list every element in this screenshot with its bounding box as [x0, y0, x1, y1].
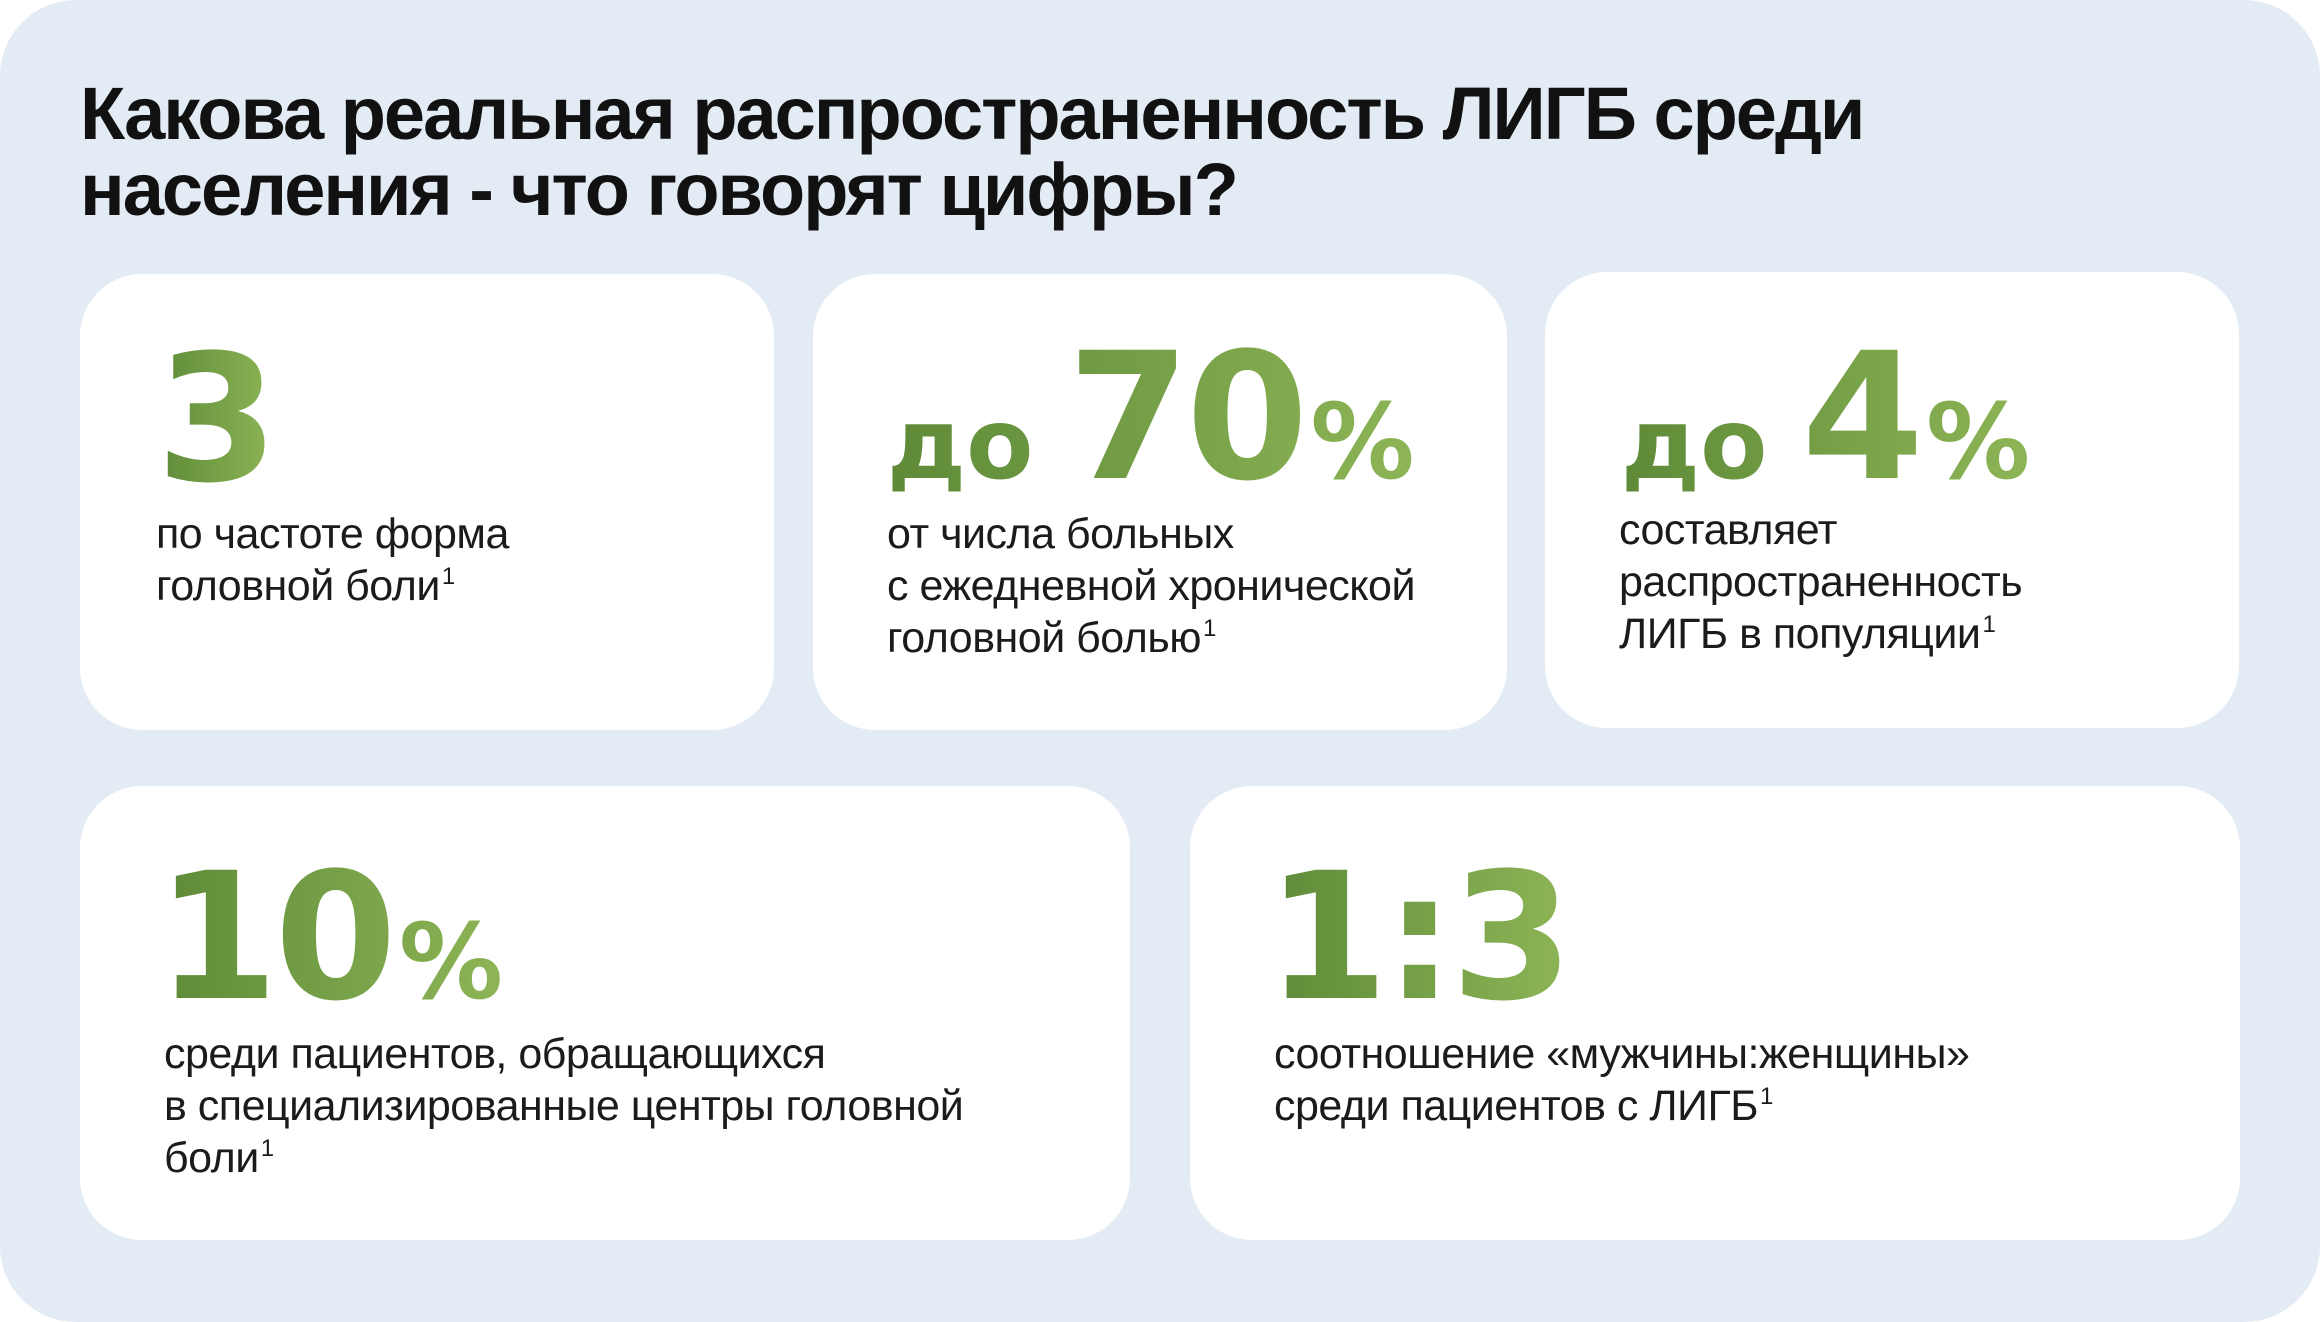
description-line: составляет: [1619, 506, 1837, 554]
description-line: головной болью1: [887, 614, 1216, 662]
stat-value: 10%: [156, 850, 503, 1026]
stat-description: среди пациентов, обращающихся в специали…: [164, 1028, 964, 1184]
stat-description: составляет распространенность ЛИГБ в поп…: [1619, 504, 2023, 660]
description-line: соотношение «мужчины:женщины»: [1274, 1030, 1970, 1078]
footnote-marker: 1: [260, 1135, 274, 1162]
stat-number: 1:3: [1266, 835, 1570, 1040]
stat-value: до 70%: [887, 330, 1415, 506]
description-line: среди пациентов, обращающихся: [164, 1030, 826, 1078]
stat-card-centers: 10% среди пациентов, обращающихся в спец…: [80, 786, 1130, 1240]
stat-number: 10: [156, 835, 393, 1040]
stat-card-ratio: 1:3 соотношение «мужчины:женщины» среди …: [1190, 786, 2240, 1240]
stat-value: до 4%: [1621, 330, 2030, 506]
stat-card-chronic: до 70% от числа больных с ежедневной хрон…: [813, 274, 1507, 730]
page-title: Какова реальная распространенность ЛИГБ …: [80, 76, 2080, 228]
description-line: среди пациентов с ЛИГБ1: [1274, 1082, 1773, 1130]
description-line: распространенность: [1619, 558, 2023, 606]
description-line: ЛИГБ в популяции1: [1619, 610, 1996, 658]
stat-card-population: до 4% составляет распространенность ЛИГБ …: [1545, 272, 2239, 728]
footnote-marker: 1: [1203, 615, 1216, 642]
stat-description: по частоте форма головной боли1: [156, 508, 509, 612]
title-line-1: Какова реальная распространенность ЛИГБ …: [80, 72, 1865, 155]
description-line: боли1: [164, 1134, 274, 1182]
description-line: с ежедневной хронической: [887, 562, 1415, 610]
title-line-2: населения - что говорят цифры?: [80, 148, 1239, 231]
stat-description: от числа больных с ежедневной хроническо…: [887, 508, 1415, 664]
stat-suffix: %: [398, 901, 504, 1023]
stat-description: соотношение «мужчины:женщины» среди паци…: [1274, 1028, 1970, 1132]
footnote-marker: 1: [1982, 611, 1996, 638]
stat-number: 70: [1067, 315, 1305, 520]
stat-value: 3: [156, 332, 274, 508]
stat-card-rank: 3 по частоте форма головной боли1: [80, 274, 774, 730]
description-line: от числа больных: [887, 510, 1234, 558]
description-line: по частоте форма: [156, 510, 509, 558]
stat-prefix: до: [887, 388, 1034, 502]
footnote-marker: 1: [441, 563, 455, 590]
stat-number: 3: [156, 317, 275, 522]
description-line: в специализированные центры головной: [164, 1082, 964, 1130]
description-line: головной боли1: [156, 562, 455, 610]
stat-suffix: %: [1310, 381, 1415, 503]
stat-value: 1:3: [1266, 850, 1569, 1026]
stat-number: 4: [1801, 315, 1920, 520]
stat-prefix: до: [1621, 388, 1768, 502]
stat-suffix: %: [1925, 381, 2031, 503]
footnote-marker: 1: [1759, 1083, 1773, 1110]
